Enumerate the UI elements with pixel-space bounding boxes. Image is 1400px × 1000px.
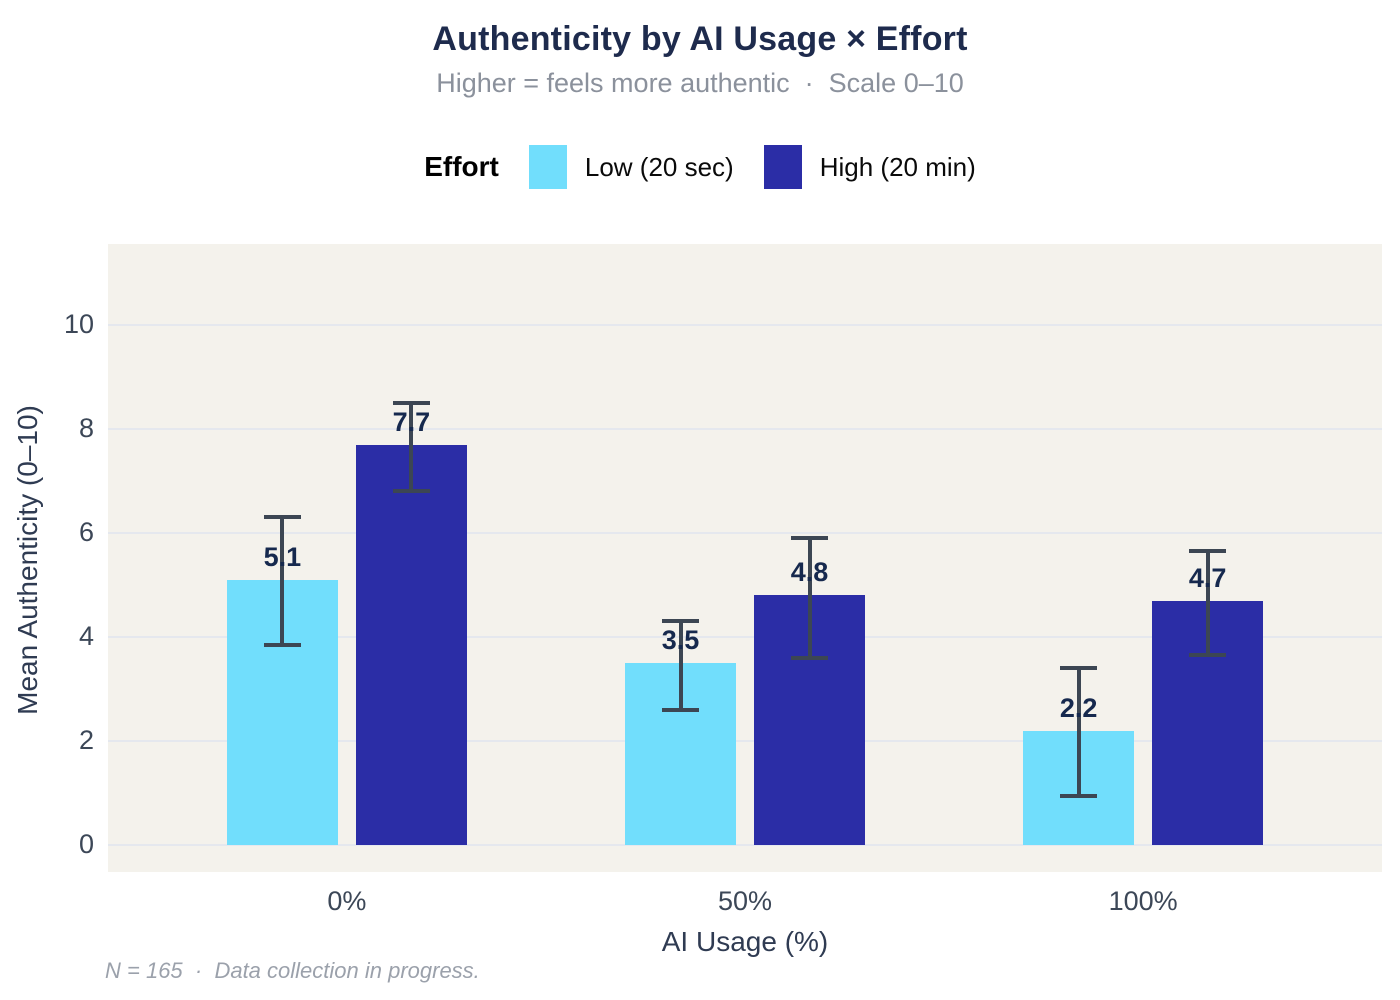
x-tick-label: 50% [717, 886, 773, 916]
value-label: 2.2 [1059, 692, 1098, 723]
legend-label-low: Low (20 sec) [584, 151, 734, 182]
y-tick-label: 8 [78, 413, 94, 443]
error-bar-cap [392, 401, 430, 405]
y-tick-label: 2 [78, 725, 94, 755]
gridline [108, 844, 1382, 846]
error-bar-cap [662, 619, 699, 624]
error-bar-cap [1189, 653, 1227, 658]
gridline [108, 324, 1382, 326]
error-bar-cap [1189, 549, 1227, 554]
error-bar-cap [662, 707, 699, 712]
error-bar [1076, 668, 1081, 796]
x-tick-label: 100% [1108, 886, 1178, 916]
error-bar [1205, 551, 1210, 656]
legend: Effort Low (20 sec) High (20 min) [0, 143, 1400, 191]
chart-subtitle: Higher = feels more authentic · Scale 0–… [436, 68, 964, 98]
x-tick-label: 0% [327, 886, 367, 916]
value-label: 4.8 [790, 557, 829, 588]
legend-title: Effort [424, 151, 499, 182]
error-bar-cap [1060, 666, 1098, 671]
error-bar [678, 621, 683, 710]
legend-label-high: High (20 min) [819, 151, 976, 182]
error-bar [280, 517, 285, 645]
value-label: 7.7 [392, 406, 431, 437]
error-bar [807, 538, 812, 658]
legend-item-high: High (20 min) [763, 145, 976, 189]
gridline [108, 428, 1382, 430]
value-label: 5.1 [263, 541, 302, 572]
error-bar-cap [791, 536, 828, 541]
gridline [108, 636, 1382, 638]
gridline [108, 740, 1382, 742]
y-tick-label: 10 [63, 309, 94, 339]
bar-high-0% [355, 444, 467, 845]
y-tick-label: 6 [78, 517, 94, 547]
error-bar-cap [392, 489, 430, 494]
legend-swatch-high-icon [763, 145, 802, 189]
x-axis-title: AI Usage (%) [661, 926, 829, 957]
error-bar-cap [263, 515, 301, 520]
y-tick-label: 0 [78, 829, 94, 859]
error-bar-cap [791, 655, 828, 660]
plot-area: 5.1 7.7 3.5 4.8 2.2 4.7 [108, 244, 1382, 872]
chart-title: Authenticity by AI Usage × Effort [432, 20, 968, 58]
chart-caption: N = 165 · Data collection in progress. [105, 958, 480, 983]
error-bar [409, 403, 414, 492]
gridline [108, 532, 1382, 534]
y-tick-label: 4 [78, 621, 94, 651]
legend-swatch-low-icon [528, 145, 567, 189]
value-label: 4.7 [1188, 562, 1227, 593]
value-label: 3.5 [661, 625, 700, 655]
error-bar-cap [1060, 793, 1098, 798]
error-bar-cap [263, 642, 301, 647]
legend-item-low: Low (20 sec) [528, 145, 734, 189]
